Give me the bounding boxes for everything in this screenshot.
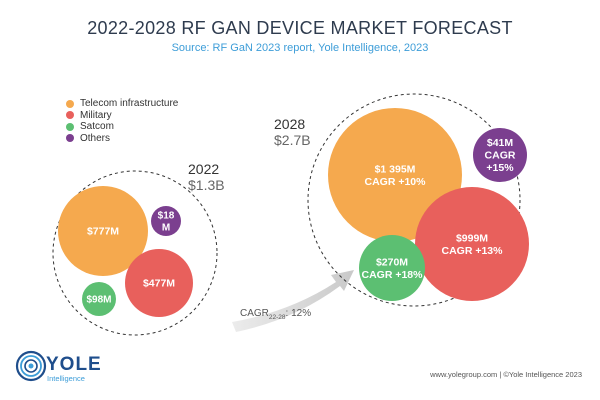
logo-text: YOLE [46, 354, 102, 375]
cagr-label: CAGR22-28: 12% [240, 308, 311, 321]
bubble-label-2022-satcom-0: $98M [86, 295, 111, 306]
group-2022-year: 2022 [188, 161, 219, 177]
cagr-suffix: : 12% [286, 308, 312, 319]
legend-item-satcom: Satcom [66, 121, 178, 133]
bubble-2022-telecom [58, 186, 148, 276]
group-2028-outline [307, 93, 521, 307]
bubble-label-2028-satcom-0: $270M [376, 256, 408, 268]
chart-subtitle: Source: RF GaN 2023 report, Yole Intelli… [171, 42, 429, 54]
legend-label-satcom: Satcom [80, 121, 114, 133]
legend-item-military: Military [66, 110, 178, 122]
bubble-label-2028-others-0: $41M [487, 137, 514, 149]
bubble-2022-military [125, 249, 193, 317]
bubble-label-2022-others-1: M [162, 223, 170, 234]
bubble-2022-others [151, 206, 181, 236]
legend-label-telecom: Telecom infrastructure [80, 98, 179, 110]
legend-item-telecom: Telecom infrastructure [66, 98, 178, 110]
bubble-label-2028-others-1: CAGR [485, 150, 516, 162]
legend-dot-satcom [66, 122, 74, 131]
legend-label-others: Others [80, 132, 111, 144]
bubble-label-2028-telecom-0: $1 395M [375, 163, 416, 175]
logo-subtext: Intelligence [47, 374, 85, 383]
legend-item-others: Others [66, 133, 178, 145]
cagr-sub: 22-28 [269, 314, 286, 321]
bubble-label-2022-military-0: $477M [143, 278, 175, 290]
bubble-label-2028-others-2: +15% [486, 162, 514, 174]
footer-credit: www.yolegroup.com | ©Yole Intelligence 2… [430, 370, 582, 379]
bubble-label-2028-military-0: $999M [456, 232, 488, 244]
group-2028-total: $2.7B [274, 132, 311, 148]
bubble-label-2022-others-0: $18 [158, 211, 175, 222]
legend-label-military: Military [80, 109, 112, 121]
bubble-2028-military [415, 187, 529, 301]
group-2022-total: $1.3B [188, 177, 225, 193]
bubble-label-2028-satcom-1: CAGR +18% [362, 269, 424, 281]
yole-logo-icon [15, 350, 47, 382]
cagr-prefix: CAGR [240, 308, 269, 319]
bubble-label-2028-telecom-1: CAGR +10% [365, 176, 427, 188]
bubble-2028-satcom [359, 235, 425, 301]
bubble-label-2028-military-1: CAGR +13% [442, 245, 504, 257]
legend-dot-military [66, 111, 74, 120]
legend-dot-others [66, 134, 74, 143]
growth-arrow [232, 270, 354, 332]
bubble-2028-others [473, 128, 527, 182]
bubble-label-2022-telecom-0: $777M [87, 226, 119, 238]
legend: Telecom infrastructure Military Satcom O… [66, 98, 178, 144]
chart-title: 2022-2028 RF GAN DEVICE MARKET FORECAST [87, 18, 513, 38]
group-2028-year: 2028 [274, 116, 305, 132]
legend-dot-telecom [66, 99, 74, 108]
bubble-2022-satcom [82, 282, 116, 316]
group-2022-outline [52, 170, 218, 336]
